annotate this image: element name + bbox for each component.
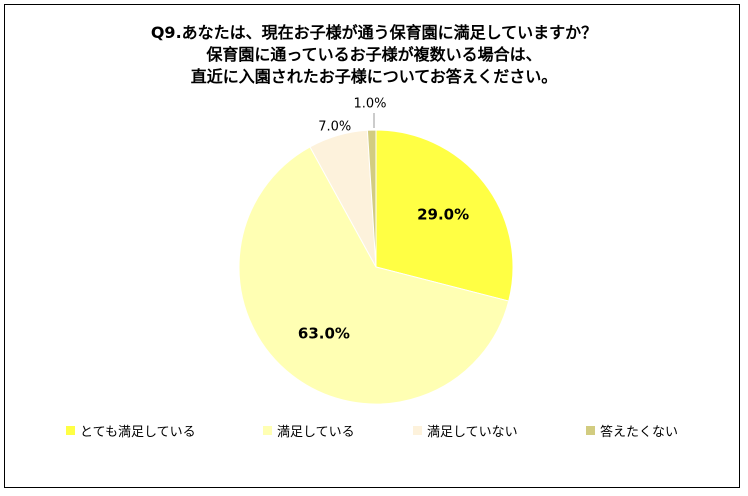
chart-title-line-1: Q9.あなたは、現在お子様が通う保育園に満足していますか？ bbox=[150, 23, 598, 42]
legend-swatch-satisfied bbox=[263, 426, 272, 435]
legend-item-not-satisfied: 満足していない bbox=[413, 421, 518, 440]
legend-item-satisfied: 満足している bbox=[263, 421, 355, 440]
legend-label-no-answer: 答えたくない bbox=[600, 425, 679, 440]
pie-slice-satisfied bbox=[238, 146, 510, 405]
pie-slice-very-satisfied bbox=[375, 129, 514, 302]
data-label-very-satisfied: 29.0% bbox=[417, 205, 469, 223]
legend-label-not-satisfied: 満足していない bbox=[427, 425, 518, 440]
legend-swatch-very-satisfied bbox=[66, 426, 75, 435]
legend-item-very-satisfied: とても満足している bbox=[66, 421, 196, 440]
chart-title: Q9.あなたは、現在お子様が通う保育園に満足していますか？ 保育園に通っているお… bbox=[0, 22, 748, 88]
pie-slice-no-answer bbox=[366, 129, 377, 268]
legend-label-satisfied: 満足している bbox=[277, 425, 355, 440]
data-label-not-satisfied: 7.0% bbox=[318, 119, 351, 134]
legend-swatch-no-answer bbox=[586, 426, 595, 435]
legend-swatch-not-satisfied bbox=[413, 426, 422, 435]
legend-label-very-satisfied: とても満足している bbox=[80, 425, 196, 440]
data-label-no-answer: 1.0% bbox=[353, 97, 386, 112]
legend-item-no-answer: 答えたくない bbox=[586, 421, 678, 440]
chart-title-line-2: 保育園に通っているお子様が複数いる場合は、 bbox=[206, 45, 542, 64]
legend: とても満足している 満足している 満足していない 答えたくない bbox=[0, 421, 748, 441]
data-label-satisfied: 63.0% bbox=[298, 325, 350, 343]
chart-title-line-3: 直近に入園されたお子様についてお答えください。 bbox=[190, 67, 558, 86]
